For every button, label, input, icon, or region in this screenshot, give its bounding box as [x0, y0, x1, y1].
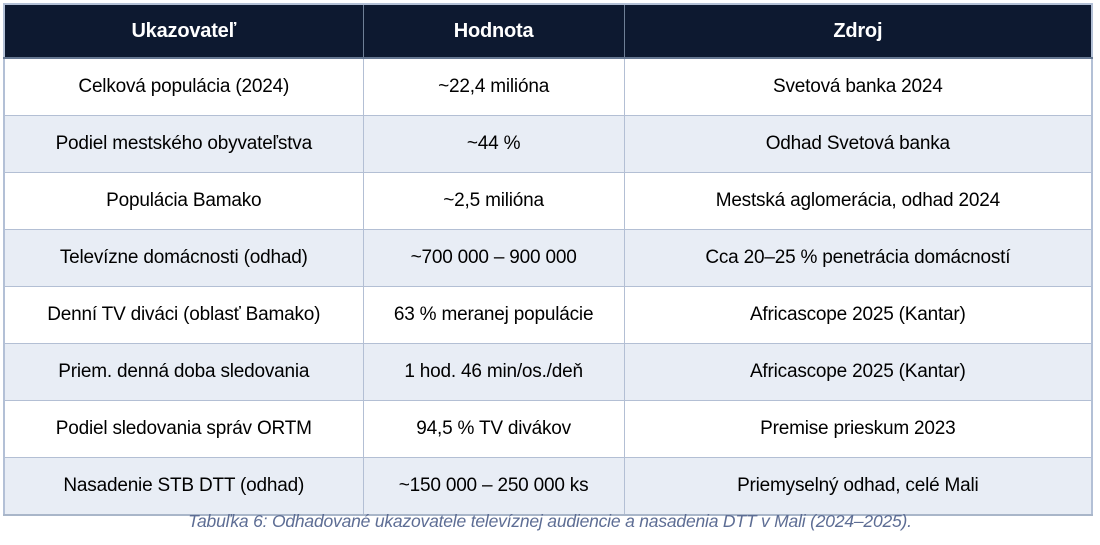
cell-value: ~150 000 – 250 000 ks [362, 457, 625, 516]
cell-indicator: Nasadenie STB DTT (odhad) [3, 457, 364, 516]
cell-source: Africascope 2025 (Kantar) [623, 343, 1093, 401]
cell-source: Priemyselný odhad, celé Mali [623, 457, 1093, 516]
cell-source: Cca 20–25 % penetrácia domácností [623, 229, 1093, 287]
table-row: Televízne domácnosti (odhad) ~700 000 – … [3, 229, 1093, 287]
table-row: Populácia Bamako ~2,5 milióna Mestská ag… [3, 172, 1093, 230]
cell-indicator: Populácia Bamako [3, 172, 364, 230]
cell-indicator: Televízne domácnosti (odhad) [3, 229, 364, 287]
table-row: Denní TV diváci (oblasť Bamako) 63 % mer… [3, 286, 1093, 344]
table-body: Celková populácia (2024) ~22,4 milióna S… [3, 57, 1093, 516]
table-row: Podiel mestského obyvateľstva ~44 % Odha… [3, 115, 1093, 173]
table-row: Priem. denná doba sledovania 1 hod. 46 m… [3, 343, 1093, 401]
cell-indicator: Podiel sledovania správ ORTM [3, 400, 364, 458]
cell-source: Svetová banka 2024 [623, 57, 1093, 116]
cell-source: Mestská aglomerácia, odhad 2024 [623, 172, 1093, 230]
cell-source: Africascope 2025 (Kantar) [623, 286, 1093, 344]
cell-source: Premise prieskum 2023 [623, 400, 1093, 458]
cell-value: ~2,5 milióna [362, 172, 625, 230]
table-caption: Tabuľka 6: Odhadované ukazovatele televí… [188, 511, 912, 531]
cell-indicator: Podiel mestského obyvateľstva [3, 115, 364, 173]
header-cell-source: Zdroj [623, 3, 1093, 59]
cell-value: 94,5 % TV divákov [362, 400, 625, 458]
cell-value: ~44 % [362, 115, 625, 173]
cell-value: ~22,4 milióna [362, 57, 625, 116]
header-row: Ukazovateľ Hodnota Zdroj [3, 3, 1093, 59]
table-row: Podiel sledovania správ ORTM 94,5 % TV d… [3, 400, 1093, 458]
table-header: Ukazovateľ Hodnota Zdroj [3, 3, 1093, 59]
header-cell-indicator: Ukazovateľ [3, 3, 364, 59]
indicators-table: Ukazovateľ Hodnota Zdroj Celková populác… [3, 3, 1093, 516]
cell-source: Odhad Svetová banka [623, 115, 1093, 173]
cell-value: 63 % meranej populácie [362, 286, 625, 344]
cell-indicator: Priem. denná doba sledovania [3, 343, 364, 401]
cell-value: 1 hod. 46 min/os./deň [362, 343, 625, 401]
cell-indicator: Celková populácia (2024) [3, 57, 364, 116]
cell-value: ~700 000 – 900 000 [362, 229, 625, 287]
cell-indicator: Denní TV diváci (oblasť Bamako) [3, 286, 364, 344]
table-row: Celková populácia (2024) ~22,4 milióna S… [3, 57, 1093, 116]
table-row: Nasadenie STB DTT (odhad) ~150 000 – 250… [3, 457, 1093, 516]
header-cell-value: Hodnota [362, 3, 625, 59]
